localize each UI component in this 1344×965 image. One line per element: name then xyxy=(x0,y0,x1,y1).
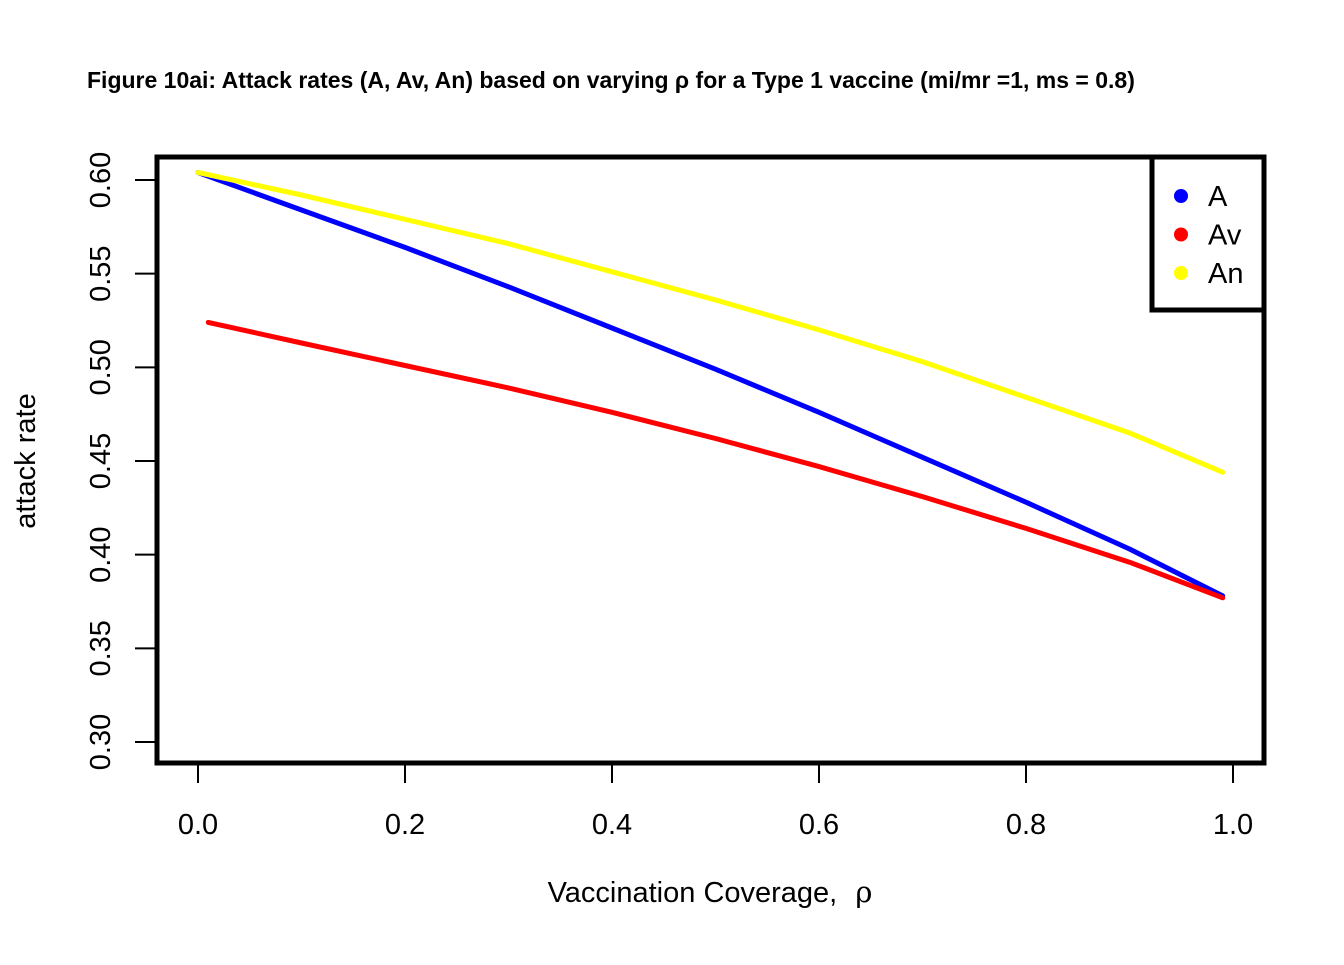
series-line-a xyxy=(195,170,1226,599)
x-tick-label: 0.8 xyxy=(1006,809,1046,841)
legend: A Av An xyxy=(1149,154,1267,313)
series-line-an xyxy=(195,170,1226,475)
y-tick-label: 0.55 xyxy=(85,245,117,301)
legend-box xyxy=(1149,154,1267,313)
x-tick-label: 1.0 xyxy=(1213,809,1253,841)
y-tick-label: 0.60 xyxy=(85,152,117,208)
plot-frame xyxy=(154,154,1267,766)
series-line-av xyxy=(205,319,1226,601)
y-axis: 0.30 0.35 0.40 0.45 0.50 0.55 0.60 xyxy=(85,152,157,770)
x-tick-label: 0.2 xyxy=(385,809,425,841)
y-tick-label: 0.40 xyxy=(85,526,117,582)
x-tick-label: 0.6 xyxy=(799,809,839,841)
x-axis-label: Vaccination Coverage, ρ xyxy=(548,875,873,909)
legend-marker-a xyxy=(1174,189,1188,203)
x-axis-label-symbol: ρ xyxy=(855,875,872,909)
x-axis-label-text: Vaccination Coverage, xyxy=(548,877,838,909)
legend-label-an: An xyxy=(1208,258,1243,290)
x-tick-label: 0.4 xyxy=(592,809,632,841)
legend-label-a: A xyxy=(1208,181,1228,213)
y-tick-label: 0.50 xyxy=(85,339,117,395)
x-tick-label: 0.0 xyxy=(178,809,218,841)
y-axis-label: attack rate xyxy=(10,393,42,528)
plot-area xyxy=(154,154,1267,766)
chart-title: Figure 10ai: Attack rates (A, Av, An) ba… xyxy=(87,67,1135,93)
legend-marker-an xyxy=(1174,266,1188,280)
legend-label-av: Av xyxy=(1208,220,1242,252)
series-group xyxy=(195,170,1226,601)
y-tick-label: 0.45 xyxy=(85,433,117,489)
legend-marker-av xyxy=(1174,227,1188,242)
x-axis: 0.0 0.2 0.4 0.6 0.8 1.0 xyxy=(178,763,1253,841)
y-tick-label: 0.35 xyxy=(85,620,117,676)
y-tick-label: 0.30 xyxy=(85,714,117,770)
